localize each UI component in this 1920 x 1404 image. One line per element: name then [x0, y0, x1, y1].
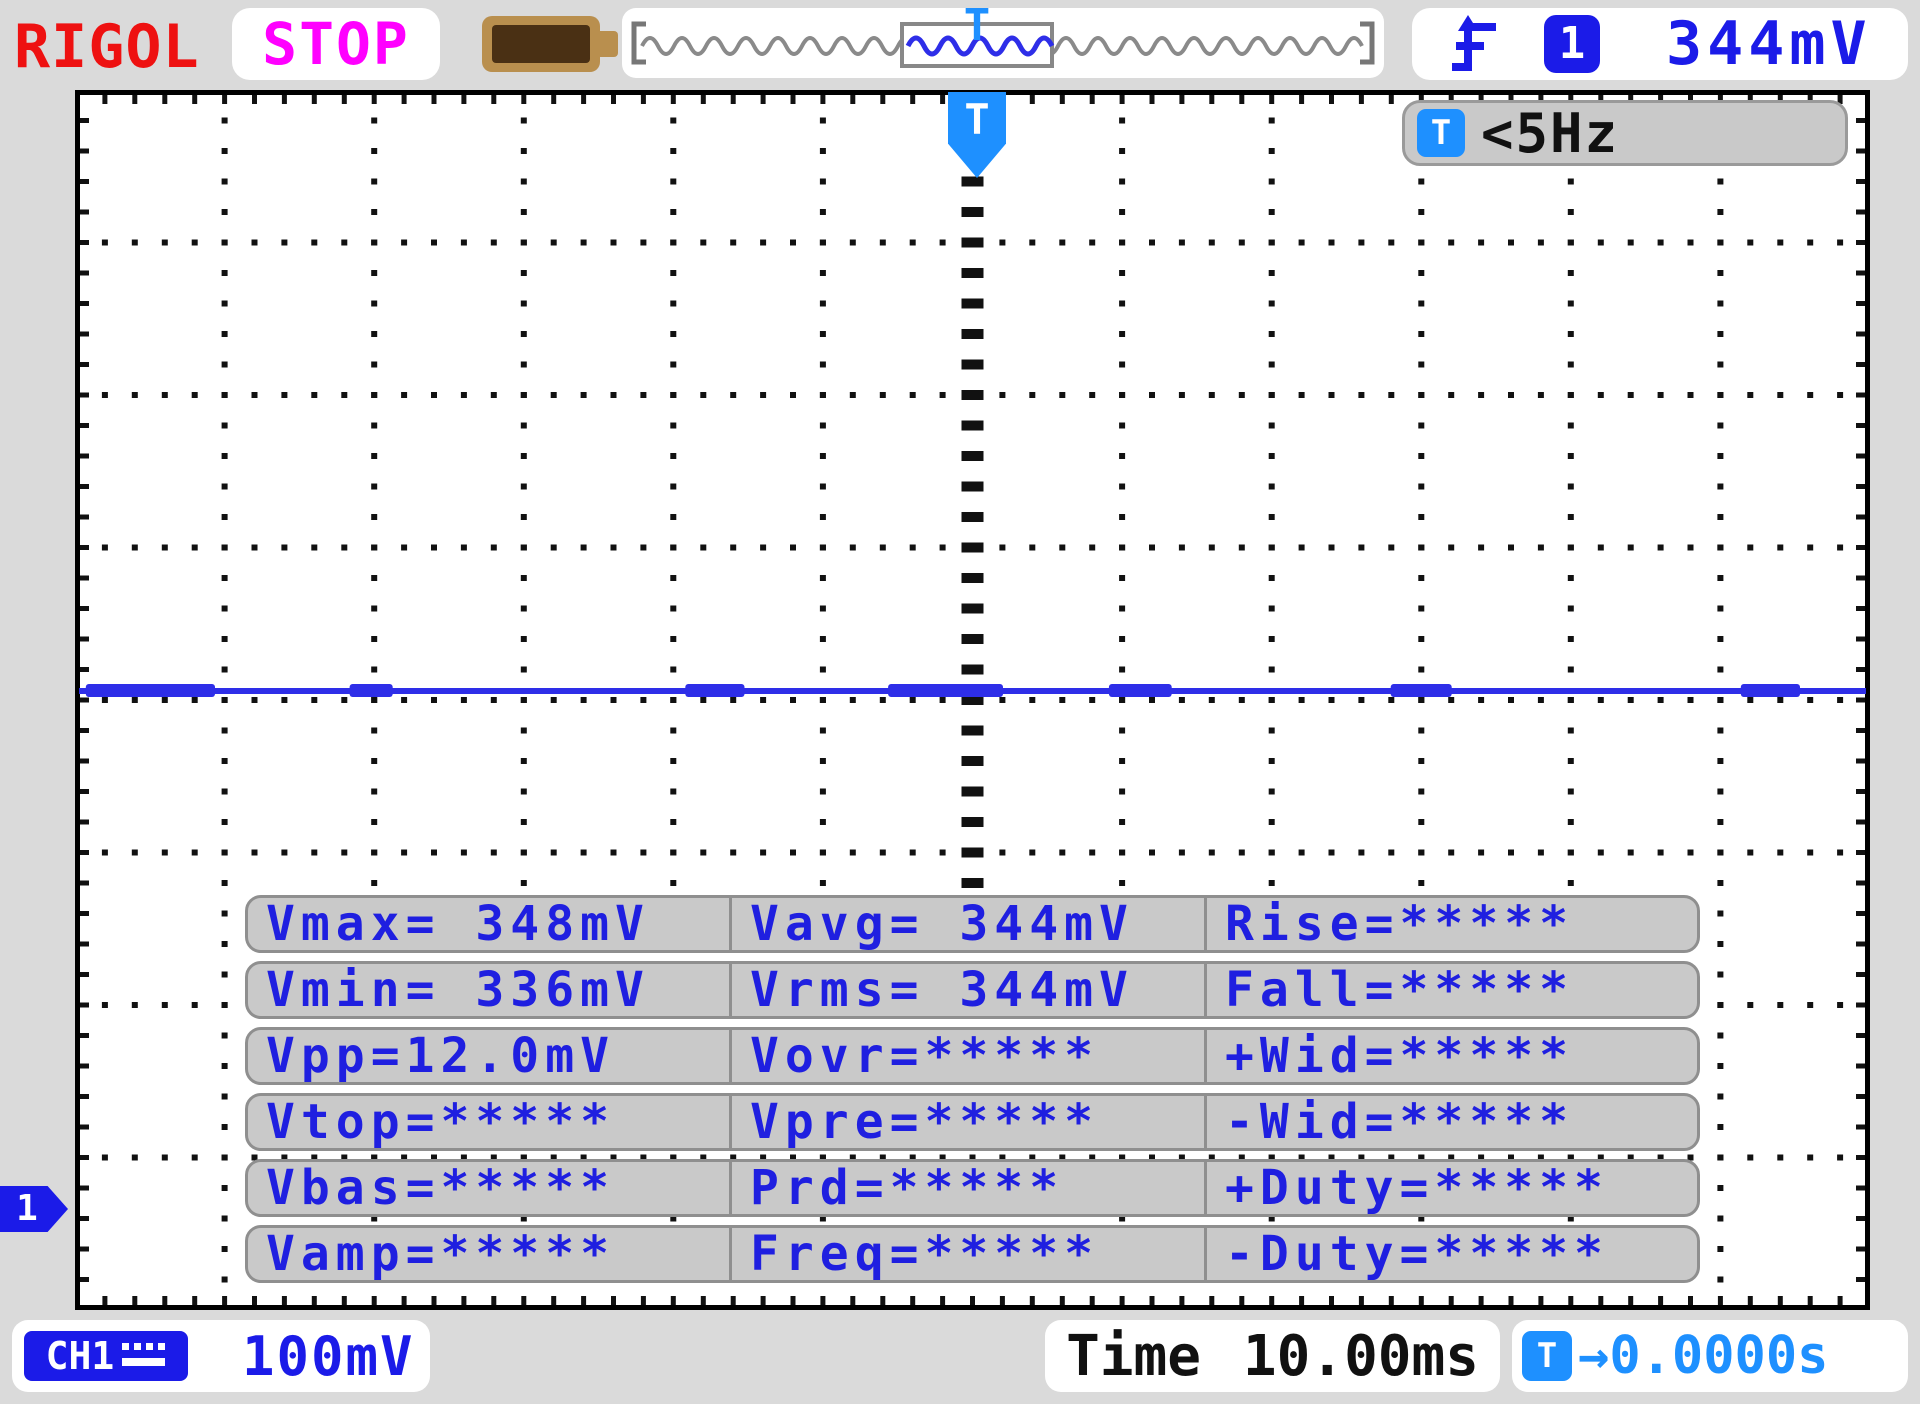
horizontal-position-bar: T	[622, 4, 1384, 78]
measurement-cell: -Duty=*****	[1204, 1228, 1697, 1280]
trigger-level-value: 344mV	[1666, 9, 1872, 79]
channel1-badge: CH1	[24, 1331, 188, 1381]
channel-info-box: CH1 100mV	[12, 1320, 430, 1392]
trigger-source-badge: 1	[1544, 15, 1600, 73]
measurement-row: Vmin= 336mV Vrms= 344mV Fall=*****	[245, 961, 1700, 1019]
measurement-row: Vtop=***** Vpre=***** -Wid=*****	[245, 1093, 1700, 1151]
measurement-cell: Rise=*****	[1204, 898, 1697, 950]
measurement-cell: Freq=*****	[729, 1228, 1204, 1280]
trigger-offset-value: 0.0000s	[1609, 1326, 1829, 1386]
measurement-cell: Vmin= 336mV	[266, 962, 650, 1018]
measurement-cell: Vtop=*****	[266, 1094, 615, 1150]
timebase-box: Time 10.00ms	[1045, 1320, 1500, 1392]
measurement-cell: Vmax= 348mV	[266, 896, 650, 952]
measurement-row: Vmax= 348mV Vavg= 344mV Rise=*****	[245, 895, 1700, 953]
measurement-cell: Vovr=*****	[729, 1030, 1204, 1082]
trigger-settings-box: 1 344mV	[1412, 8, 1908, 80]
edge-trigger-icon	[1452, 15, 1496, 71]
measurement-row: Vamp=***** Freq=***** -Duty=*****	[245, 1225, 1700, 1283]
measurement-cell: Vamp=*****	[266, 1226, 615, 1282]
run-status: STOP	[262, 10, 410, 78]
measurement-cell: Vavg= 344mV	[729, 898, 1204, 950]
trigger-frequency-label: T <5Hz	[1402, 100, 1848, 166]
measurement-cell: Vrms= 344mV	[729, 964, 1204, 1016]
measurement-cell: Vpre=*****	[729, 1096, 1204, 1148]
run-status-box: STOP	[232, 8, 440, 80]
trigger-frequency-value: <5Hz	[1481, 102, 1620, 165]
measurement-cell: -Wid=*****	[1204, 1096, 1697, 1148]
trigger-offset-t-icon: T	[1522, 1331, 1572, 1381]
timebase-value: 10.00ms	[1242, 1323, 1479, 1389]
channel1-scale: 100mV	[242, 1324, 415, 1388]
trigger-offset-arrow: →	[1578, 1326, 1610, 1386]
channel1-ground-marker: 1	[0, 1186, 68, 1232]
measurement-cell: +Wid=*****	[1204, 1030, 1697, 1082]
battery-icon	[482, 16, 622, 72]
timebase-label: Time	[1066, 1323, 1201, 1389]
measurement-cell: Vbas=*****	[266, 1160, 615, 1216]
measurement-row: Vbas=***** Prd=***** +Duty=*****	[245, 1159, 1700, 1217]
measurement-cell: Prd=*****	[729, 1162, 1204, 1214]
trigger-offset-box: T →0.0000s	[1512, 1320, 1908, 1392]
memory-waveform-icon	[631, 21, 1375, 68]
measurement-cell: +Duty=*****	[1204, 1162, 1697, 1214]
trigger-t-icon: T	[1417, 109, 1465, 157]
wavebar-trigger-marker: T	[963, 0, 991, 51]
measurement-row: Vpp=12.0mV Vovr=***** +Wid=*****	[245, 1027, 1700, 1085]
brand-logo: RIGOL	[14, 12, 200, 82]
measurement-cell: Fall=*****	[1204, 964, 1697, 1016]
measurement-cell: Vpp=12.0mV	[266, 1028, 615, 1084]
coupling-icon	[122, 1343, 166, 1366]
